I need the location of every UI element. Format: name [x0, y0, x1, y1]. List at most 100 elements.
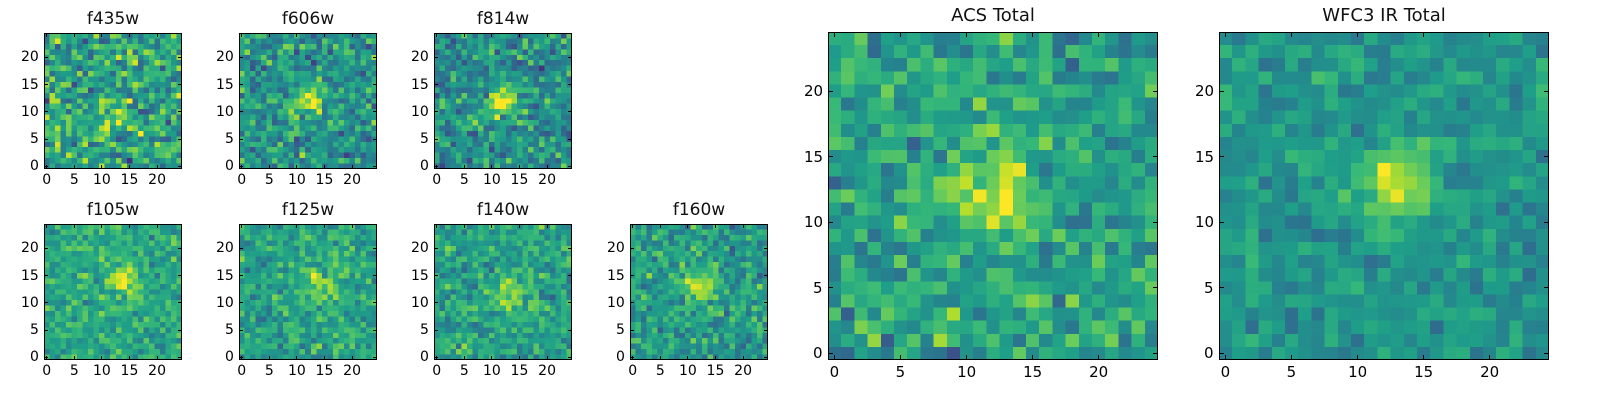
y-tick — [828, 90, 833, 92]
x-tick — [1423, 355, 1425, 360]
panel-title: f435w — [86, 9, 140, 29]
y-tick-label: 0 — [225, 158, 234, 175]
x-tick-label: 15 — [510, 363, 529, 379]
x-tick-label: 0 — [42, 363, 52, 379]
heatmap-image — [630, 224, 768, 360]
y-tick-label: 10 — [21, 294, 39, 311]
x-tick — [632, 224, 634, 228]
y-tick — [1544, 90, 1549, 92]
x-tick — [296, 224, 298, 228]
x-tick — [1291, 355, 1293, 360]
x-tick-label: 15 — [510, 172, 529, 188]
y-tick-label: 15 — [21, 76, 39, 93]
y-tick — [1219, 287, 1224, 289]
x-tick — [324, 224, 326, 228]
panel-title: f125w — [281, 200, 335, 220]
y-tick — [568, 247, 572, 249]
y-tick-label: 0 — [30, 158, 39, 175]
x-tick-label: 0 — [237, 363, 247, 379]
y-tick — [239, 165, 243, 167]
x-tick-label: 0 — [628, 363, 638, 379]
y-tick-label: 20 — [216, 240, 234, 257]
y-tick-label: 10 — [607, 294, 625, 311]
x-tick — [46, 33, 48, 37]
x-tick — [129, 224, 131, 228]
y-tick — [373, 247, 377, 249]
y-tick-label: 0 — [813, 344, 823, 363]
x-tick-label: 5 — [69, 363, 79, 379]
x-tick — [73, 33, 75, 37]
y-tick — [1544, 221, 1549, 223]
y-tick-label: 10 — [1195, 213, 1215, 232]
x-tick — [715, 356, 717, 360]
x-tick-label: 5 — [895, 363, 906, 381]
y-tick-label: 20 — [1195, 82, 1215, 101]
heatmap-image — [239, 33, 377, 169]
y-tick — [1544, 352, 1549, 354]
x-tick — [73, 356, 75, 360]
x-tick — [101, 165, 103, 169]
y-tick — [1153, 221, 1158, 223]
y-tick — [434, 356, 438, 358]
y-tick — [373, 302, 377, 304]
y-tick — [568, 84, 572, 86]
y-tick — [44, 84, 48, 86]
x-tick — [268, 356, 270, 360]
y-tick — [1153, 90, 1158, 92]
x-tick-label: 20 — [1480, 363, 1500, 381]
y-tick — [44, 356, 48, 358]
x-tick — [1291, 32, 1293, 37]
x-tick — [156, 33, 158, 37]
y-tick — [630, 302, 634, 304]
x-tick — [101, 33, 103, 37]
panel-f606w: f606w 0 5 10 15 20 0 5 10 15 20 — [216, 9, 377, 188]
y-tick — [44, 165, 48, 167]
y-tick-label: 20 — [21, 49, 39, 66]
x-tick — [900, 32, 902, 37]
x-tick — [129, 165, 131, 169]
y-tick-label: 20 — [804, 82, 824, 101]
y-tick — [178, 56, 182, 58]
y-tick-label: 20 — [216, 49, 234, 66]
y-tick — [373, 356, 377, 358]
x-tick — [1357, 32, 1359, 37]
y-tick-label: 0 — [225, 349, 234, 366]
y-tick — [568, 165, 572, 167]
x-tick — [463, 33, 465, 37]
y-tick — [828, 221, 833, 223]
y-tick-label: 15 — [411, 76, 429, 93]
x-tick — [463, 165, 465, 169]
x-tick-label: 0 — [829, 363, 840, 381]
x-tick-label: 20 — [148, 363, 166, 379]
y-tick — [239, 356, 243, 358]
y-tick — [178, 302, 182, 304]
x-tick — [296, 356, 298, 360]
x-tick — [519, 165, 521, 169]
x-tick-label: 0 — [432, 172, 442, 188]
y-tick — [178, 356, 182, 358]
x-tick-label: 5 — [459, 172, 469, 188]
y-tick-label: 20 — [607, 240, 625, 257]
panel-f814w: f814w 0 5 10 15 20 0 5 10 15 20 — [411, 9, 572, 188]
y-tick-label: 20 — [411, 240, 429, 257]
x-tick — [241, 356, 243, 360]
x-tick — [268, 33, 270, 37]
y-tick — [434, 56, 438, 58]
y-tick-label: 10 — [411, 103, 429, 120]
y-tick — [178, 84, 182, 86]
y-tick — [630, 275, 634, 277]
x-tick — [436, 356, 438, 360]
y-tick — [1219, 90, 1224, 92]
y-tick — [630, 247, 634, 249]
y-tick-label: 0 — [1204, 344, 1214, 363]
x-tick-label: 5 — [655, 363, 665, 379]
x-tick-label: 10 — [287, 172, 306, 188]
x-tick-label: 20 — [538, 172, 556, 188]
y-tick — [1219, 221, 1224, 223]
y-tick — [764, 302, 768, 304]
x-tick — [1098, 32, 1100, 37]
y-tick — [1219, 156, 1224, 158]
x-tick — [463, 356, 465, 360]
x-tick-label: 20 — [734, 363, 752, 379]
x-tick-label: 5 — [264, 363, 274, 379]
